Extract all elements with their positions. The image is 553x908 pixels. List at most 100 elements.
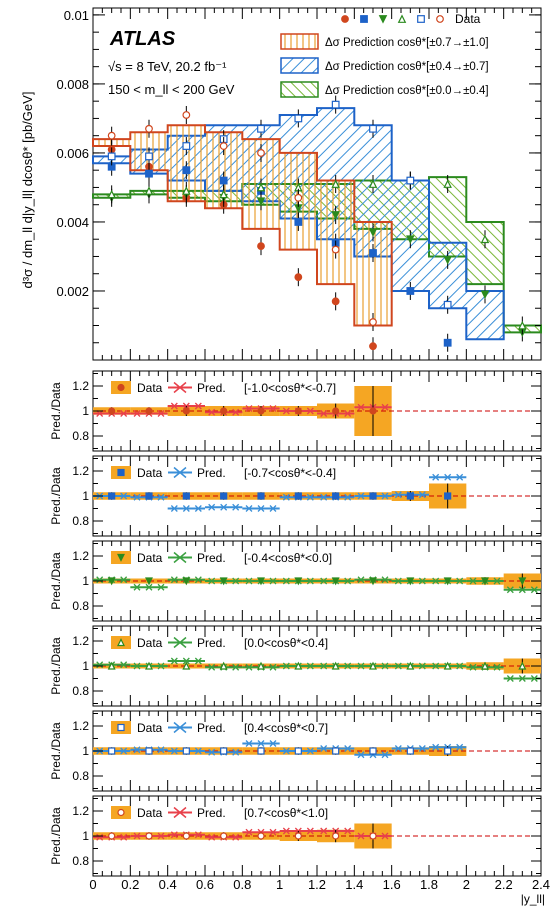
prediction-cross [320,493,328,501]
data-point [331,297,340,306]
prediction-cross [232,663,240,671]
prediction-cross [469,663,477,671]
prediction-cross [194,576,202,584]
data-point [518,320,527,330]
prediction-cross [170,831,178,839]
prediction-cross [170,402,178,410]
ratio-data-point [294,832,302,840]
x-tick-labels: 0 0.2 0.4 0.6 0.8 1 1.2 1.4 1.6 1.8 2 2.2 2.4 [89,877,550,892]
prediction-cross [133,832,141,840]
legend-data-marker [117,808,125,817]
prediction-cross [306,577,314,585]
prediction-cross [170,576,178,584]
ratio-data-point [369,492,377,500]
data-point [480,290,490,300]
data-point [182,186,191,195]
x-tick-label: 0.8 [233,877,251,892]
prediction-cross [170,657,178,665]
ratio-y-axis-label: Pred./Data [49,807,63,865]
ratio-data-point [369,577,377,586]
ratio-data-point [107,661,116,670]
prediction-cross [208,663,216,671]
prediction-cross [456,662,464,670]
ratio-data-point [518,577,527,586]
prediction-cross [357,832,365,840]
ratio-y-tick-label: 1.2 [72,549,89,563]
ratio-data-point [145,407,153,415]
ratio-data-point [444,747,452,755]
ratio-data-point [331,577,340,586]
prediction-cross [394,491,402,499]
data-point [294,193,303,202]
ratio-panel-5: 0.8 1 1.2 Pred./Data Data Pred. [0.4<cosθ*<0.7… [49,710,542,792]
legend-pred-cross [173,381,187,394]
ratio-data-point [145,661,153,670]
ratio-panel-1: 0.8 1 1.2 Pred./Data Data Pred. [-1.0<cosθ*<-0… [49,370,542,452]
prediction-cross [282,407,290,415]
legend-data-marker [117,638,125,647]
prediction-cross [194,505,202,512]
legend-bin-label: [-0.7<cosθ*<-0.4] [244,466,336,480]
legend-pred-label: Pred. [197,381,226,395]
main-y-ticks: 0.002 0.004 0.006 0.008 0.01 [56,8,541,344]
legend-data-label: Data [137,466,163,480]
prediction-cross [120,661,128,669]
data-point [219,176,228,185]
y-tick-label: 0.008 [56,77,89,92]
ratio-y-tick-label: 1 [82,744,89,758]
legend-data-marker [117,468,125,477]
prediction-cross [269,828,277,836]
ratio-data-point [257,747,265,755]
prediction-cross [157,746,165,754]
ratio-data-point [220,832,228,840]
data-point [443,300,452,309]
ratio-data-point [406,661,415,670]
ratio-y-tick-label: 0.8 [72,854,89,868]
prediction-cross [157,493,165,501]
prediction-cross [194,657,202,665]
prediction-cross [456,743,464,751]
ratio-panel-3: 0.8 1 1.2 Pred./Data Data Pred. [-0.4<cosθ*<0.… [49,540,542,622]
ratio-y-tick-label: 0.8 [72,429,89,443]
x-tick-label: 0.4 [159,877,177,892]
legend-marker [378,15,388,24]
x-tick-label: 1.8 [420,877,438,892]
legend-pred-label: Pred. [197,636,226,650]
ratio-data-point [331,661,340,670]
ratio-data-point [369,407,377,415]
data-point [294,273,303,282]
ratio-data-point [406,492,414,500]
prediction-cross [232,503,240,511]
prediction-cross [208,833,216,841]
prediction-cross [282,747,290,755]
ratio-data-point [182,492,190,500]
data-point [369,342,377,351]
prediction-cross [257,505,265,512]
ratio-data-point [220,747,228,755]
prediction-cross [432,662,440,670]
legend-data-label: Data [137,806,163,820]
ratio-data-point [481,577,489,586]
ratio-y-axis-label: Pred./Data [49,382,63,440]
prediction-cross [320,827,328,835]
data-point [256,197,266,206]
prediction-cross [182,505,190,512]
prediction-cross [157,832,165,840]
legend-data-label: Data [455,12,481,26]
data-point [406,235,415,244]
prediction-cross [344,577,352,585]
data-point [219,142,228,150]
prediction-cross [518,675,526,682]
legend-pred-cross [173,466,187,479]
main-legend: Data Δσ Prediction cosθ*[±0.7→±1.0] Δσ P… [280,12,489,98]
y-tick-label: 0.006 [56,146,89,161]
ratio-data-point [145,577,153,586]
data-point [369,249,377,257]
prediction-cross [357,403,365,411]
ratio-data-point [332,492,340,500]
ratio-y-tick-label: 1 [82,829,89,843]
ratio-data-point [145,492,153,500]
prediction-cross [245,740,253,747]
data-point [331,100,340,109]
